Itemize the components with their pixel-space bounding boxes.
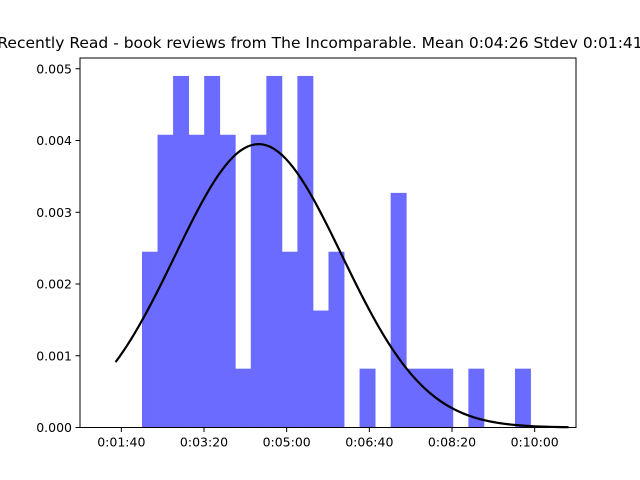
- x-tick-label: 0:05:00: [263, 435, 311, 450]
- chart-title: Recently Read - book reviews from The In…: [0, 34, 640, 52]
- histogram-bar: [188, 134, 205, 428]
- x-tick-label: 0:08:20: [428, 435, 476, 450]
- y-tick-label: 0.000: [36, 420, 72, 435]
- normal-curve: [114, 143, 569, 429]
- histogram-bar: [328, 251, 345, 428]
- x-axis: 0:01:40 0:03:20 0:05:00 0:06:40 0:08:20 0:10:…: [97, 427, 559, 450]
- plot-frame: [79, 57, 577, 428]
- histogram-bar: [297, 75, 314, 428]
- x-tick-label: 0:06:40: [345, 435, 393, 450]
- histogram-bar: [204, 75, 221, 428]
- histogram-bar: [421, 368, 438, 428]
- histogram-bar: [514, 368, 531, 428]
- histogram-bar: [173, 75, 190, 428]
- x-tick-label: 0:01:40: [97, 435, 145, 450]
- histogram-bar: [157, 134, 174, 428]
- y-tick-label: 0.004: [36, 133, 72, 148]
- normal-curve-layer: [114, 143, 569, 429]
- histogram-bar: [390, 192, 407, 428]
- histogram-bar: [266, 75, 283, 428]
- y-axis: 0.000 0.001 0.002 0.003 0.004 0.005: [36, 61, 80, 435]
- x-tick-label: 0:03:20: [180, 435, 228, 450]
- histogram-bars: [142, 75, 531, 428]
- histogram-bar: [437, 368, 454, 428]
- histogram-bar: [250, 134, 267, 428]
- y-tick-label: 0.001: [36, 348, 72, 363]
- y-tick-label: 0.005: [36, 61, 72, 76]
- histogram-bar: [142, 251, 158, 428]
- y-tick-label: 0.002: [36, 277, 72, 292]
- histogram-bar: [281, 251, 298, 428]
- histogram-bar: [219, 134, 236, 428]
- histogram-bar: [359, 368, 376, 428]
- histogram-bar: [235, 368, 252, 428]
- histogram-bar: [468, 368, 485, 428]
- y-tick-label: 0.003: [36, 205, 72, 220]
- histogram-bar: [312, 310, 329, 428]
- x-tick-label: 0:10:00: [511, 435, 559, 450]
